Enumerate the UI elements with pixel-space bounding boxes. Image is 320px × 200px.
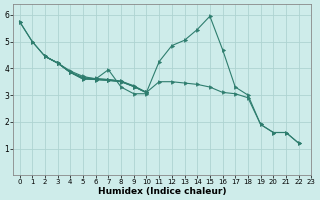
X-axis label: Humidex (Indice chaleur): Humidex (Indice chaleur) [98,187,227,196]
